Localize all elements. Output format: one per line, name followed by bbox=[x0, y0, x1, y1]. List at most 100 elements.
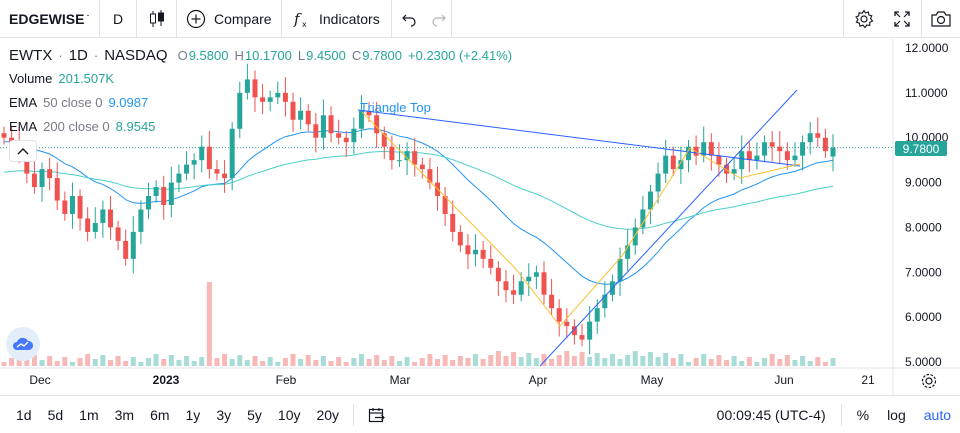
volume-bar bbox=[663, 353, 669, 366]
range-button-10y[interactable]: 10y bbox=[277, 406, 301, 423]
volume-bar bbox=[92, 359, 98, 366]
chevron-up-icon bbox=[17, 147, 29, 155]
chart-type-button[interactable] bbox=[137, 0, 177, 38]
toolbar-divider bbox=[840, 404, 842, 426]
settings-button[interactable] bbox=[843, 0, 883, 38]
clock-time[interactable]: 00:09:45 (UTC-4) bbox=[716, 407, 826, 423]
volume-bar bbox=[625, 355, 631, 366]
candle-body bbox=[244, 79, 250, 93]
price-tick-label: 12.0000 bbox=[905, 41, 949, 55]
interval-button[interactable]: D bbox=[100, 0, 137, 38]
volume-bar bbox=[107, 360, 113, 366]
ema200-params: 200 close 0 bbox=[43, 119, 110, 134]
candle-body bbox=[541, 272, 547, 295]
price-chart[interactable]: Triangle Top 12.000011.000010.00009.0000… bbox=[0, 0, 960, 395]
range-button-6m[interactable]: 6m bbox=[150, 406, 170, 423]
chart-legend: EWTX · 1D · NASDAQ O 9.5800 H 10.1700 L 9.4… bbox=[9, 47, 512, 143]
volume-bar bbox=[777, 359, 783, 366]
legend-volume-row[interactable]: Volume 201.507K bbox=[9, 71, 512, 95]
range-button-1d[interactable]: 1d bbox=[16, 406, 32, 423]
time-tick-label: May bbox=[641, 373, 664, 387]
volume-bar bbox=[62, 357, 68, 366]
candle-body bbox=[503, 281, 509, 291]
candle-body bbox=[381, 133, 387, 147]
logo-badge[interactable] bbox=[6, 327, 40, 361]
range-buttons: 1d 5d 1m 3m 6m 1y 3y 5y 10y 20y bbox=[0, 396, 347, 433]
range-button-3y[interactable]: 3y bbox=[216, 406, 232, 423]
legend-ema50-row[interactable]: EMA 50 close 0 9.0987 bbox=[9, 95, 512, 119]
ohlc-high-label: H bbox=[234, 48, 244, 63]
volume-bar bbox=[640, 356, 646, 366]
candle-body bbox=[366, 110, 372, 116]
candle-body bbox=[396, 160, 402, 162]
volume-bar bbox=[282, 358, 288, 366]
legend-collapse-button[interactable] bbox=[9, 140, 37, 162]
toolbar-divider bbox=[353, 403, 355, 426]
percent-scale-toggle[interactable]: % bbox=[856, 407, 870, 423]
candle-body bbox=[404, 151, 410, 161]
candle-body bbox=[222, 173, 228, 179]
range-button-1y[interactable]: 1y bbox=[185, 406, 201, 423]
candle-body bbox=[724, 164, 730, 174]
compare-button[interactable]: Compare bbox=[177, 0, 282, 38]
time-axis[interactable]: Dec 2023 Feb Mar Apr May Jun 21 bbox=[29, 373, 937, 389]
fullscreen-button[interactable] bbox=[883, 0, 921, 38]
ohlc-close-value: 9.7800 bbox=[362, 48, 403, 63]
range-button-5d[interactable]: 5d bbox=[47, 406, 64, 423]
candle-body bbox=[473, 249, 479, 255]
price-axis[interactable]: 12.000011.000010.00009.00008.00007.00006… bbox=[905, 41, 949, 369]
volume-bar bbox=[252, 356, 258, 366]
fullscreen-icon bbox=[893, 10, 911, 28]
range-button-20y[interactable]: 20y bbox=[316, 406, 340, 423]
redo-icon[interactable] bbox=[431, 11, 447, 27]
candle-body bbox=[343, 137, 349, 143]
volume-bar bbox=[85, 354, 91, 366]
volume-bar bbox=[473, 354, 479, 366]
volume-bar bbox=[807, 361, 813, 366]
candles bbox=[1, 63, 836, 355]
cloud-chart-icon bbox=[12, 336, 34, 352]
candle-body bbox=[206, 146, 212, 170]
volume-bar bbox=[244, 360, 250, 366]
candle-body bbox=[754, 155, 760, 161]
volume-bar bbox=[822, 362, 828, 366]
snapshot-button[interactable] bbox=[921, 0, 960, 38]
range-button-3m[interactable]: 3m bbox=[114, 406, 135, 423]
volume-bar bbox=[404, 357, 410, 366]
candle-body bbox=[130, 231, 136, 259]
volume-bar bbox=[708, 359, 714, 366]
candle-body bbox=[24, 151, 30, 174]
goto-date-button[interactable] bbox=[360, 396, 394, 433]
candles-icon bbox=[148, 9, 166, 29]
undo-icon[interactable] bbox=[401, 11, 417, 27]
volume-bar bbox=[442, 355, 448, 366]
volume-bar bbox=[358, 354, 364, 366]
volume-bar bbox=[199, 357, 205, 366]
volume-bar bbox=[495, 351, 501, 366]
symbol-caret-icon: ˙ bbox=[86, 13, 90, 24]
auto-scale-toggle[interactable]: auto bbox=[923, 407, 951, 423]
range-button-1m[interactable]: 1m bbox=[79, 406, 99, 423]
volume-bar bbox=[815, 357, 821, 366]
volume-bar bbox=[343, 362, 349, 366]
candle-body bbox=[602, 294, 608, 309]
log-scale-toggle[interactable]: log bbox=[887, 407, 906, 423]
candle-body bbox=[800, 142, 806, 156]
volume-bar bbox=[754, 362, 760, 366]
legend-ema200-row[interactable]: EMA 200 close 0 8.9545 bbox=[9, 119, 512, 143]
volume-bar bbox=[518, 357, 524, 366]
time-tick-label: Feb bbox=[276, 373, 297, 387]
pattern-label: Triangle Top bbox=[360, 100, 431, 115]
gear-icon bbox=[854, 9, 874, 29]
candle-body bbox=[571, 326, 577, 336]
volume-bar bbox=[541, 354, 547, 366]
range-button-5y[interactable]: 5y bbox=[247, 406, 262, 423]
volume-bar bbox=[298, 359, 304, 366]
candle-body bbox=[495, 267, 501, 282]
svg-text:x: x bbox=[302, 20, 307, 29]
symbol-search-button[interactable]: EDGEWISE ˙ bbox=[0, 0, 100, 38]
volume-bar bbox=[47, 356, 53, 366]
candle-body bbox=[282, 92, 288, 102]
gear-teeth bbox=[921, 373, 937, 389]
